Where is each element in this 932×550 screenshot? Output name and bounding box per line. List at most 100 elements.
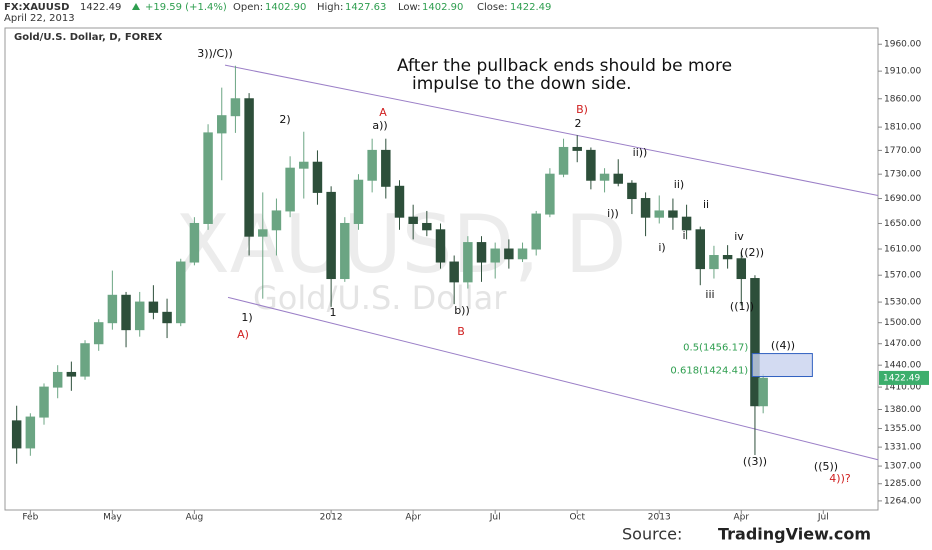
close: 1422.49: [510, 2, 551, 13]
x-tick-label: May: [103, 513, 122, 523]
annotation: a)): [372, 119, 387, 132]
annotation: A): [237, 328, 249, 341]
annotation: iv: [734, 230, 744, 243]
x-tick-label: 2012: [320, 513, 343, 523]
open: 1402.90: [265, 2, 306, 13]
close-label: Close:: [477, 2, 508, 13]
candle-body: [258, 229, 268, 237]
y-tick-label: 1570.00: [884, 271, 921, 281]
candle-body: [654, 210, 664, 218]
annotation: ((3)): [743, 455, 767, 468]
last-price-tag: [879, 370, 929, 385]
annotation: 4))?: [829, 472, 851, 485]
candle-body: [203, 132, 213, 224]
candle-body: [175, 261, 186, 324]
candle-body: [599, 173, 610, 181]
low: 1402.90: [422, 2, 463, 13]
trendline: [224, 64, 879, 196]
last-price-label: 1422.49: [883, 373, 920, 383]
x-tick-label: Apr: [733, 513, 749, 523]
y-tick-label: 1264.00: [884, 496, 921, 506]
candle-body: [627, 182, 637, 200]
annotation: b)): [454, 304, 470, 317]
y-tick-label: 1730.00: [884, 170, 921, 180]
candle-body: [736, 258, 747, 280]
annotation: 1: [330, 306, 337, 319]
fib-box: [751, 353, 813, 378]
fib-label: 0.618(1424.41): [670, 366, 748, 377]
y-tick-label: 1410.00: [884, 383, 921, 393]
high: 1427.63: [345, 2, 386, 13]
candle-body: [244, 98, 254, 237]
y-tick-label: 1810.00: [884, 123, 921, 133]
y-tick-label: 1910.00: [884, 67, 921, 77]
open-label: Open:: [233, 2, 263, 13]
candle-body: [709, 255, 719, 270]
candle-body: [299, 161, 309, 169]
y-tick-label: 1650.00: [884, 219, 921, 229]
annotation: i): [658, 241, 665, 254]
symbol: FX:XAUUSD: [4, 2, 69, 13]
candle-body: [572, 146, 582, 151]
candle-body: [531, 213, 541, 250]
annotation: ii): [674, 178, 684, 191]
y-tick-label: 1610.00: [884, 245, 921, 255]
candle-body: [545, 173, 555, 215]
annotation: ((5)): [814, 460, 838, 473]
annotation: ((4)): [771, 339, 795, 352]
y-tick-label: 1440.00: [884, 361, 921, 371]
x-tick-label: Oct: [569, 513, 585, 523]
source-label: Source:: [622, 525, 682, 544]
annotation: ((1)): [730, 300, 754, 313]
annotation: B): [576, 103, 588, 116]
annotation: i: [682, 229, 685, 242]
candle-body: [750, 278, 760, 407]
candle-body: [449, 261, 459, 283]
y-tick-label: 1690.00: [884, 194, 921, 204]
candle-body: [189, 222, 200, 263]
candle-body: [758, 377, 768, 407]
change: +19.59 (+1.4%): [145, 2, 227, 13]
y-tick-label: 1470.00: [884, 339, 921, 349]
y-tick-label: 1331.00: [884, 443, 921, 453]
x-tick-label: Apr: [405, 513, 421, 523]
low-label: Low:: [398, 2, 421, 13]
annotation: 2: [575, 117, 582, 130]
up-arrow: [132, 3, 140, 10]
fib-label: 0.5(1456.17): [683, 343, 748, 354]
candle-body: [668, 210, 678, 218]
candle-body: [340, 222, 350, 280]
candle-body: [271, 210, 282, 231]
y-tick-label: 1860.00: [884, 94, 921, 104]
candle-body: [586, 149, 596, 181]
candle-body: [312, 161, 323, 193]
candle-body: [613, 173, 623, 184]
candle-body: [476, 242, 487, 263]
candle-body: [394, 185, 405, 218]
candle-body: [11, 420, 22, 449]
annotation: 3))/C)): [197, 47, 233, 60]
annotation: B: [457, 325, 465, 338]
subtitle: Gold/U.S. Dollar, D, FOREX: [14, 32, 163, 43]
candle-body: [695, 229, 706, 270]
annotation: iii: [705, 288, 714, 301]
annotation: ii: [703, 198, 709, 211]
y-tick-label: 1770.00: [884, 146, 921, 156]
candle-body: [353, 179, 364, 224]
candle-body: [435, 229, 446, 263]
candle-body: [93, 322, 104, 345]
candle-body: [230, 98, 241, 117]
note: After the pullback ends should be more: [397, 56, 732, 76]
candle-body: [39, 386, 49, 418]
source: TradingView.com: [718, 525, 871, 544]
candle-body: [558, 146, 569, 175]
annotation: A: [379, 106, 387, 119]
candle-body: [408, 216, 418, 224]
candle-body: [25, 416, 36, 449]
x-tick-label: Jul: [489, 513, 501, 523]
candle-body: [722, 255, 733, 260]
candle-body: [148, 301, 159, 313]
candle-body: [681, 216, 692, 231]
candle-body: [66, 371, 77, 377]
